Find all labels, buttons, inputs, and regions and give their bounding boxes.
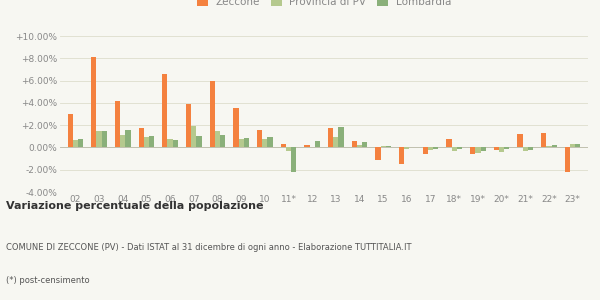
- Bar: [291, 147, 296, 172]
- Bar: [257, 130, 262, 147]
- Text: Variazione percentuale della popolazione: Variazione percentuale della popolazione: [6, 201, 263, 211]
- Bar: [333, 137, 338, 147]
- Bar: [101, 131, 107, 147]
- Bar: [196, 136, 202, 147]
- Bar: [78, 139, 83, 147]
- Bar: [551, 145, 557, 147]
- Bar: [304, 145, 310, 147]
- Bar: [91, 57, 97, 147]
- Bar: [162, 74, 167, 147]
- Bar: [376, 147, 380, 160]
- Bar: [239, 139, 244, 147]
- Bar: [575, 143, 580, 147]
- Bar: [499, 147, 504, 152]
- Bar: [209, 81, 215, 147]
- Bar: [328, 128, 333, 147]
- Bar: [68, 114, 73, 147]
- Bar: [470, 147, 475, 154]
- Bar: [139, 128, 144, 147]
- Bar: [357, 145, 362, 147]
- Bar: [481, 147, 486, 151]
- Bar: [338, 128, 344, 147]
- Bar: [565, 147, 570, 172]
- Text: COMUNE DI ZECCONE (PV) - Dati ISTAT al 31 dicembre di ogni anno - Elaborazione T: COMUNE DI ZECCONE (PV) - Dati ISTAT al 3…: [6, 243, 412, 252]
- Bar: [433, 147, 439, 148]
- Bar: [120, 135, 125, 147]
- Bar: [517, 134, 523, 147]
- Bar: [446, 139, 452, 147]
- Bar: [149, 136, 154, 147]
- Bar: [541, 133, 547, 147]
- Bar: [286, 147, 291, 151]
- Bar: [380, 146, 386, 147]
- Bar: [352, 141, 357, 147]
- Bar: [244, 138, 249, 147]
- Bar: [547, 146, 551, 147]
- Text: (*) post-censimento: (*) post-censimento: [6, 276, 89, 285]
- Bar: [173, 140, 178, 147]
- Bar: [452, 147, 457, 151]
- Bar: [220, 135, 225, 147]
- Bar: [528, 147, 533, 150]
- Bar: [523, 147, 528, 151]
- Bar: [215, 131, 220, 147]
- Bar: [504, 147, 509, 149]
- Bar: [457, 147, 462, 148]
- Bar: [315, 141, 320, 147]
- Bar: [262, 139, 268, 147]
- Bar: [233, 108, 239, 147]
- Bar: [191, 126, 196, 147]
- Bar: [428, 147, 433, 150]
- Bar: [115, 100, 120, 147]
- Bar: [167, 139, 173, 147]
- Bar: [494, 147, 499, 150]
- Bar: [404, 147, 409, 149]
- Bar: [125, 130, 131, 147]
- Bar: [186, 104, 191, 147]
- Bar: [281, 144, 286, 147]
- Bar: [386, 146, 391, 147]
- Bar: [399, 147, 404, 164]
- Bar: [570, 144, 575, 147]
- Bar: [97, 131, 101, 147]
- Bar: [268, 137, 272, 147]
- Bar: [362, 142, 367, 147]
- Bar: [73, 140, 78, 147]
- Legend: Zeccone, Provincia di PV, Lombardia: Zeccone, Provincia di PV, Lombardia: [195, 0, 453, 9]
- Bar: [144, 137, 149, 147]
- Bar: [423, 147, 428, 154]
- Bar: [475, 147, 481, 153]
